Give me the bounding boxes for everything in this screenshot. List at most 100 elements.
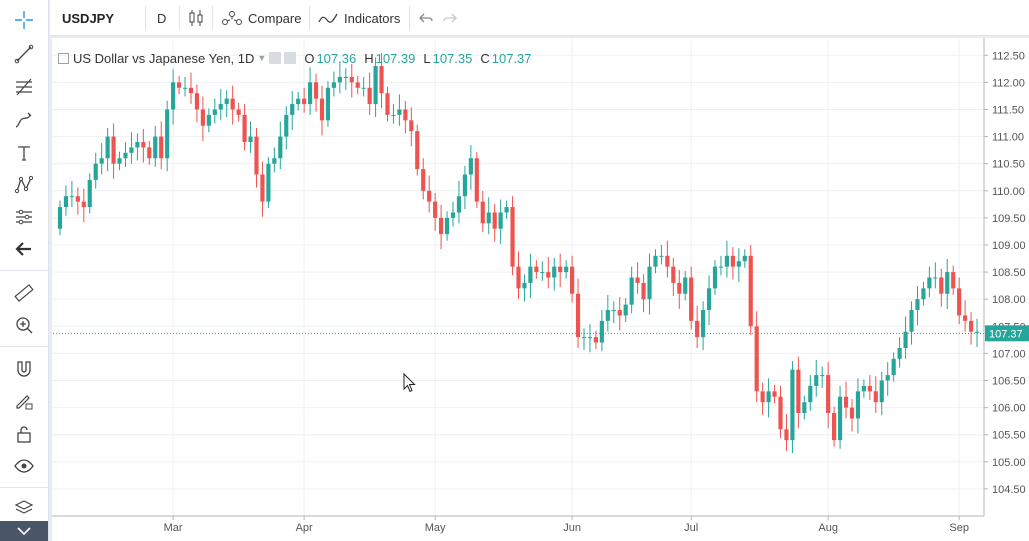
- candle: [766, 391, 771, 403]
- layers-icon[interactable]: [9, 494, 39, 522]
- candle: [915, 299, 920, 311]
- candle: [456, 196, 462, 213]
- time-tick-label: Jul: [684, 522, 698, 534]
- price-tick-label: 112.00: [992, 77, 1025, 89]
- caret-down-icon[interactable]: ▼: [257, 53, 267, 63]
- candle: [319, 98, 325, 121]
- candle: [450, 212, 456, 218]
- legend-o-label: O: [304, 50, 315, 66]
- price-tick-label: 106.50: [992, 375, 1026, 387]
- ruler-icon[interactable]: [9, 279, 39, 307]
- candle: [647, 266, 652, 300]
- candle: [171, 82, 176, 110]
- candle: [105, 136, 110, 159]
- candle: [665, 255, 670, 267]
- toolbar-divider: [212, 6, 213, 30]
- candle: [635, 277, 640, 283]
- candlestick-chart[interactable]: 104.50 105.00 105.50 106.00 106.50 107.00 107.…: [52, 38, 1029, 541]
- price-tick-label: 108.00: [992, 294, 1026, 306]
- legend-high-value: 107.39: [375, 50, 416, 66]
- candle: [891, 358, 896, 376]
- fib-tool-icon[interactable]: [9, 73, 39, 101]
- chart-style-button[interactable]: [188, 0, 204, 36]
- candle: [903, 331, 908, 348]
- candle: [843, 396, 849, 408]
- candle: [855, 391, 861, 419]
- toolbar-divider: [409, 6, 410, 30]
- crosshair-icon[interactable]: [9, 6, 39, 34]
- redo-button[interactable]: [443, 0, 457, 36]
- candle: [885, 375, 890, 381]
- compare-label: Compare: [248, 10, 302, 26]
- zoom-in-icon[interactable]: [9, 311, 39, 339]
- candle: [516, 266, 521, 289]
- candle: [444, 217, 450, 235]
- candle: [671, 266, 676, 283]
- candle: [951, 272, 956, 289]
- legend-l-label: L: [423, 50, 431, 66]
- candle: [159, 136, 164, 159]
- interval-button[interactable]: D: [157, 10, 167, 26]
- candle: [147, 147, 152, 159]
- trend-line-icon[interactable]: [9, 40, 39, 68]
- candle: [194, 93, 200, 110]
- collapse-legend-icon[interactable]: [58, 52, 69, 64]
- candle: [873, 391, 878, 403]
- lock-draw-icon[interactable]: [9, 387, 39, 415]
- settings-icon[interactable]: [269, 52, 282, 64]
- candle: [570, 266, 575, 294]
- lock-icon[interactable]: [9, 420, 39, 448]
- collapse-toolbar-button[interactable]: [0, 521, 48, 541]
- candle: [188, 87, 194, 94]
- candle: [695, 320, 700, 338]
- time-tick-label: Jun: [563, 522, 581, 534]
- eye-icon[interactable]: [9, 452, 39, 480]
- candle: [141, 141, 146, 148]
- candle: [629, 277, 634, 305]
- candle: [945, 272, 950, 294]
- pattern-icon[interactable]: [9, 171, 39, 199]
- candle: [712, 266, 718, 289]
- last-price-label: 107.37: [989, 328, 1023, 340]
- candle: [266, 163, 271, 202]
- candle: [117, 158, 122, 164]
- candle: [415, 131, 420, 170]
- close-series-icon[interactable]: [284, 52, 297, 64]
- candle: [224, 98, 229, 105]
- indicators-icon: [318, 13, 338, 23]
- candle: [832, 413, 837, 441]
- back-arrow-icon[interactable]: [9, 235, 39, 263]
- text-icon[interactable]: [9, 139, 39, 167]
- undo-button[interactable]: [419, 0, 433, 36]
- candle: [837, 396, 843, 441]
- candle: [379, 66, 384, 94]
- candle: [605, 310, 610, 321]
- candle: [558, 266, 563, 273]
- prediction-icon[interactable]: [9, 203, 39, 231]
- symbol-search-button[interactable]: USDJPY: [62, 10, 115, 26]
- candle: [593, 337, 598, 343]
- candle: [677, 282, 682, 294]
- candle: [361, 87, 366, 89]
- candle: [331, 82, 336, 88]
- price-tick-label: 107.00: [992, 348, 1026, 360]
- candle: [921, 288, 926, 300]
- candle: [957, 288, 962, 316]
- price-tick-label: 111.50: [992, 104, 1024, 116]
- toolbar-divider: [309, 6, 310, 30]
- candle: [802, 402, 807, 414]
- magnet-icon[interactable]: [9, 355, 39, 383]
- candle: [575, 293, 581, 338]
- price-tick-label: 105.00: [992, 457, 1026, 469]
- candle: [69, 196, 74, 198]
- brush-icon[interactable]: [9, 106, 39, 134]
- indicators-button[interactable]: Indicators: [318, 0, 400, 36]
- compare-button[interactable]: Compare: [222, 0, 301, 36]
- candle: [718, 266, 724, 268]
- candle: [135, 141, 140, 148]
- time-tick-label: Apr: [296, 522, 313, 534]
- chart-pane[interactable]: 104.50 105.00 105.50 106.00 106.50 107.00 107.…: [52, 38, 1029, 541]
- candle: [254, 136, 259, 175]
- candles-icon: [189, 10, 203, 26]
- time-tick-label: May: [425, 522, 446, 534]
